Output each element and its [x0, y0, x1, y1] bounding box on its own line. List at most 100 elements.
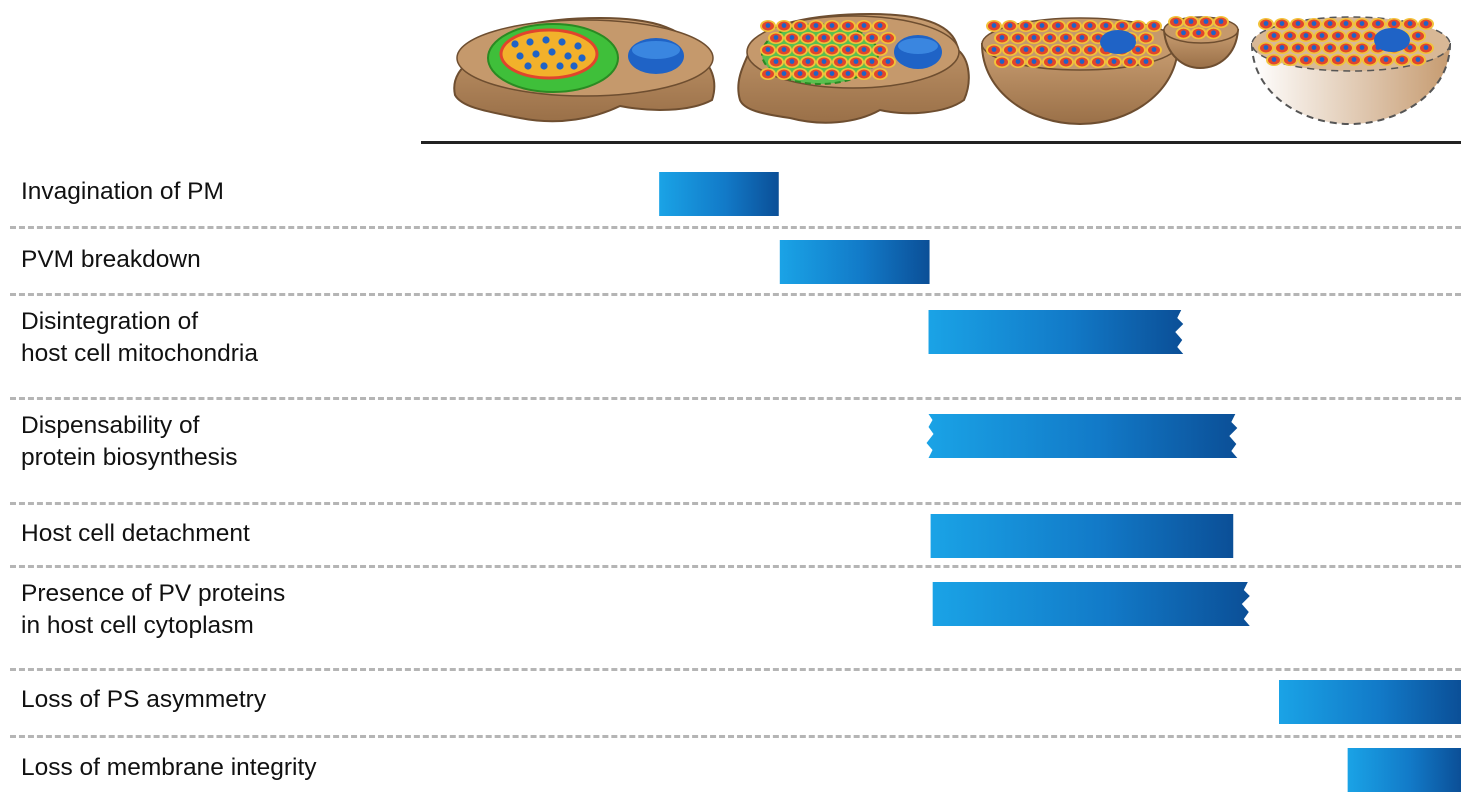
merozoite: [768, 32, 784, 44]
schizont-nucleus: [558, 38, 566, 46]
merozoite: [1010, 32, 1026, 44]
stage-3-cell: [980, 17, 1180, 126]
merozoite: [1266, 54, 1282, 66]
schizont-nucleus: [570, 62, 578, 70]
merozoite: [1346, 30, 1362, 42]
merozoite: [1378, 54, 1394, 66]
merozoite: [832, 56, 848, 68]
row-divider: [10, 293, 1461, 296]
row-divider: [10, 502, 1461, 505]
schizont-nucleus: [524, 62, 532, 70]
merozoite: [856, 20, 872, 32]
merozoite: [1058, 56, 1074, 68]
merozoite: [1066, 44, 1082, 56]
merozoite: [1410, 54, 1426, 66]
merozoite: [872, 20, 888, 32]
merozoite: [1418, 42, 1434, 54]
process-label: Loss of membrane integrity: [21, 752, 317, 784]
merozoite: [1354, 42, 1370, 54]
host-nucleus: [1374, 28, 1410, 52]
process-label: Dispensability of protein biosynthesis: [21, 410, 238, 474]
merozoite: [872, 68, 888, 80]
merozoite: [1266, 30, 1282, 42]
merozoite: [792, 44, 808, 56]
merozoite: [776, 68, 792, 80]
merozoite: [1018, 44, 1034, 56]
merozoite: [776, 20, 792, 32]
merozoite: [1330, 54, 1346, 66]
merozoite: [1394, 54, 1410, 66]
merozoite: [1274, 42, 1290, 54]
process-label-line: Loss of membrane integrity: [21, 754, 317, 781]
merozoite: [808, 44, 824, 56]
merozoite: [816, 56, 832, 68]
process-label-line: Disintegration of: [21, 308, 199, 335]
merozoite: [1386, 18, 1402, 30]
process-bar: [932, 582, 1250, 626]
merozoite: [880, 32, 896, 44]
merozoite: [1122, 56, 1138, 68]
merozoite: [1034, 44, 1050, 56]
merozoite: [1418, 18, 1434, 30]
merozoite: [986, 20, 1002, 32]
process-bar: [1347, 748, 1461, 792]
merozoite: [880, 56, 896, 68]
merozoite: [840, 44, 856, 56]
merozoite: [1290, 18, 1306, 30]
stage-1-cell: [453, 16, 716, 123]
merozoite: [1258, 42, 1274, 54]
merozoite: [1010, 56, 1026, 68]
merozoite: [1258, 18, 1274, 30]
merozoite: [1130, 20, 1146, 32]
merozoite: [1168, 16, 1184, 28]
process-label: PVM breakdown: [21, 244, 201, 276]
process-label: Disintegration of host cell mitochondria: [21, 306, 258, 370]
stage-illustrations: [453, 12, 1452, 126]
merozoite: [1410, 30, 1426, 42]
merozoite: [1298, 30, 1314, 42]
process-label-line: Dispensability of: [21, 412, 200, 439]
process-label: Loss of PS asymmetry: [21, 684, 266, 716]
merozoite: [1066, 20, 1082, 32]
process-bar: [1279, 680, 1461, 724]
merozoite: [1114, 20, 1130, 32]
merozoite: [1074, 56, 1090, 68]
merozoite: [1058, 32, 1074, 44]
merozoite: [1138, 32, 1154, 44]
merozoite: [824, 68, 840, 80]
process-label-line: Invagination of PM: [21, 178, 224, 205]
merozoite: [776, 44, 792, 56]
merozoite: [848, 56, 864, 68]
merozoite: [1298, 54, 1314, 66]
schizont-nucleus: [540, 62, 548, 70]
schizont-nucleus: [511, 40, 519, 48]
merozoite: [1175, 27, 1192, 40]
process-label-line: Loss of PS asymmetry: [21, 686, 267, 713]
row-divider: [10, 565, 1461, 568]
row-divider: [10, 668, 1461, 671]
merozoite: [1138, 56, 1154, 68]
schizont-nucleus: [574, 42, 582, 50]
merozoite: [1198, 16, 1214, 28]
merozoite: [994, 56, 1010, 68]
merozoite: [1306, 18, 1322, 30]
merozoite: [1090, 56, 1106, 68]
process-bar: [928, 310, 1184, 354]
process-label: Invagination of PM: [21, 176, 224, 208]
stage-4-cell: [1250, 16, 1452, 126]
merozoite: [784, 56, 800, 68]
merozoite: [1370, 18, 1386, 30]
process-label-line: protein biosynthesis: [21, 444, 238, 471]
merozoite: [1338, 42, 1354, 54]
merozoite: [994, 32, 1010, 44]
merozoite: [1322, 18, 1338, 30]
merozoite: [1082, 20, 1098, 32]
merozoite: [1290, 42, 1306, 54]
merozoite: [824, 44, 840, 56]
process-label-line: in host cell cytoplasm: [21, 612, 254, 639]
merozoite: [1050, 20, 1066, 32]
timeline-axis: [421, 141, 1461, 144]
merozoite: [1002, 44, 1018, 56]
